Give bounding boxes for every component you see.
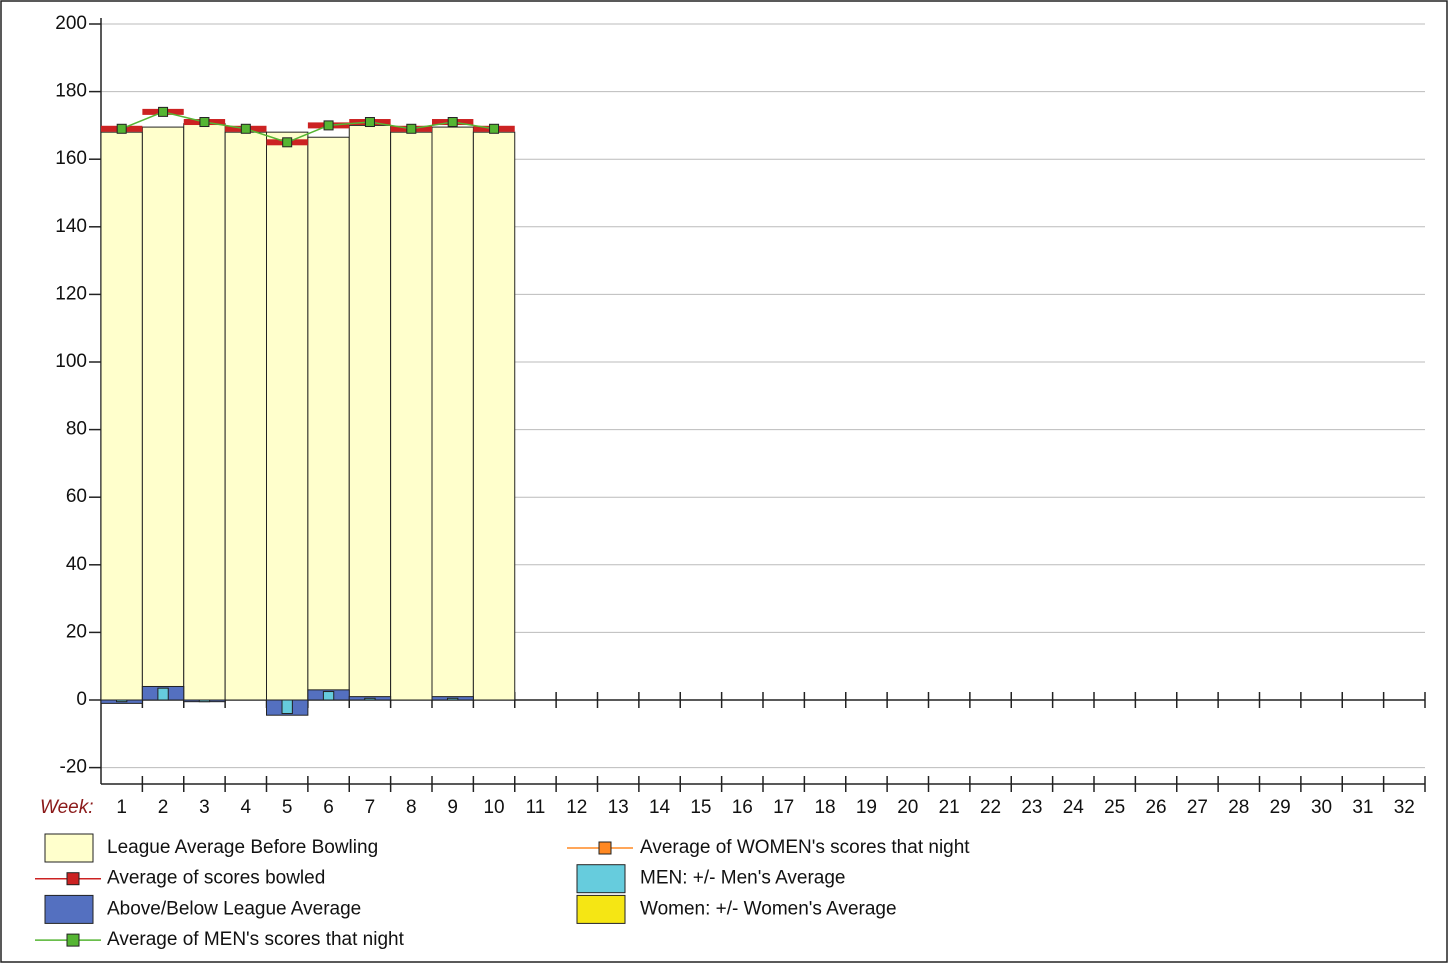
point: [447, 117, 458, 128]
legend-label: Average of scores bowled: [107, 868, 325, 889]
x-tick-label: 8: [406, 797, 417, 818]
x-tick-label: 5: [282, 797, 293, 818]
y-tick-label: 160: [55, 148, 87, 169]
bar: [141, 126, 185, 701]
bar: [224, 131, 267, 701]
bar: [307, 136, 350, 701]
x-tick-label: 21: [939, 797, 960, 818]
y-tick-label: 0: [76, 689, 87, 710]
x-tick-label: 20: [897, 797, 918, 818]
x-tick-label: 15: [690, 797, 711, 818]
point: [240, 123, 251, 134]
x-tick-label: 30: [1311, 797, 1332, 818]
point: [489, 123, 500, 134]
x-tick-label: 19: [856, 797, 877, 818]
x-tick-label: 3: [199, 797, 210, 818]
y-tick-label: 200: [55, 13, 87, 34]
y-tick-label: 20: [66, 621, 87, 642]
x-tick-label: 13: [608, 797, 629, 818]
bar: [447, 697, 459, 701]
x-tick-label: 25: [1104, 797, 1125, 818]
x-tick-label: 23: [1021, 797, 1042, 818]
bar: [281, 699, 293, 715]
y-tick-label: 180: [55, 81, 87, 102]
legend-label: Average of MEN's scores that night: [107, 929, 405, 950]
x-tick-label: 27: [1187, 797, 1208, 818]
line: [121, 111, 495, 144]
x-tick-label: 4: [241, 797, 252, 818]
legend-label: Women: +/- Women's Average: [640, 898, 897, 919]
bar: [116, 699, 128, 703]
y-tick-label: 140: [55, 216, 87, 237]
bar: [348, 124, 392, 701]
point: [406, 123, 417, 134]
bar: [322, 691, 335, 701]
x-tick-label: 17: [773, 797, 794, 818]
legend-swatch-marker: [66, 872, 80, 886]
bar: [364, 697, 376, 701]
y-tick-label: 80: [66, 419, 87, 440]
x-tick-label: 26: [1145, 797, 1166, 818]
bar: [266, 131, 309, 701]
bar: [198, 699, 211, 703]
y-tick-label: 40: [66, 554, 87, 575]
y-tick-label: 60: [66, 486, 87, 507]
legend-label: MEN: +/- Men's Average: [640, 868, 846, 889]
x-tick-label: 12: [566, 797, 587, 818]
x-tick-label: 6: [323, 797, 334, 818]
bar: [431, 126, 474, 701]
bar: [157, 687, 169, 701]
bar: [183, 123, 226, 701]
x-tick-label: 18: [814, 797, 835, 818]
x-tick-label: 11: [526, 797, 546, 818]
x-tick-label: 31: [1352, 797, 1373, 818]
legend-swatch-marker: [598, 841, 612, 855]
x-tick-label: 28: [1228, 797, 1249, 818]
bar: [100, 131, 143, 701]
y-tick-label: 120: [55, 283, 87, 304]
legend-label: League Average Before Bowling: [107, 837, 378, 858]
legend-swatch-marker: [66, 933, 80, 947]
x-axis-label: Week:: [40, 797, 94, 818]
legend-swatch: [576, 864, 626, 894]
x-tick-label: 14: [649, 797, 671, 818]
x-tick-label: 16: [732, 797, 753, 818]
bar: [390, 131, 433, 701]
x-tick-label: 24: [1063, 797, 1085, 818]
x-tick-label: 9: [447, 797, 458, 818]
point: [199, 117, 210, 128]
point: [116, 123, 127, 134]
point: [323, 120, 334, 131]
x-tick-label: 32: [1394, 797, 1415, 818]
x-tick-label: 29: [1270, 797, 1291, 818]
legend-swatch: [44, 894, 94, 924]
y-tick-label: -20: [60, 757, 87, 778]
legend-swatch: [44, 833, 94, 863]
bar: [472, 131, 516, 701]
point: [364, 117, 375, 128]
x-tick-label: 2: [158, 797, 169, 818]
x-tick-label: 10: [483, 797, 504, 818]
point: [282, 137, 293, 148]
point: [158, 106, 169, 117]
legend-label: Above/Below League Average: [107, 898, 361, 919]
legend-swatch: [576, 894, 626, 924]
y-tick-label: 100: [55, 351, 87, 372]
x-tick-label: 7: [365, 797, 376, 818]
x-tick-label: 1: [116, 797, 127, 818]
legend-label: Average of WOMEN's scores that night: [640, 837, 970, 858]
x-tick-label: 22: [980, 797, 1001, 818]
